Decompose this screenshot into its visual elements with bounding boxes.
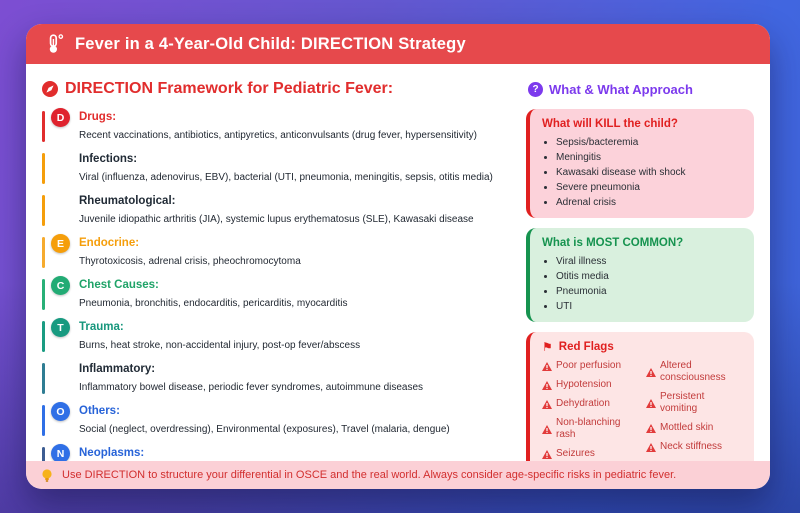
infographic-card: Fever in a 4-Year-Old Child: DIRECTION S…	[26, 24, 770, 489]
red-flags-grid: Poor perfusion Hypotension Dehydration N…	[542, 360, 742, 464]
warning-icon	[646, 398, 656, 408]
list-item: Adrenal crisis	[556, 195, 742, 210]
framework-item-rheumatological: Rheumatological: Juvenile idiopathic art…	[42, 194, 506, 227]
list-item: Sepsis/bacteremia	[556, 135, 742, 150]
list-item: Meningitis	[556, 150, 742, 165]
item-accent-bar	[42, 321, 45, 352]
warning-icon	[646, 367, 656, 377]
item-title: Drugs:	[79, 111, 117, 123]
warning-icon	[542, 399, 552, 409]
red-flag-item: Persistent vomiting	[646, 391, 742, 415]
approach-title: What & What Approach	[549, 82, 693, 97]
item-accent-bar	[42, 405, 45, 436]
item-description: Juvenile idiopathic arthritis (JIA), sys…	[79, 214, 474, 225]
item-letter-badge: E	[51, 234, 70, 253]
item-description: Thyrotoxicosis, adrenal crisis, pheochro…	[79, 256, 301, 267]
framework-item-chest: C Chest Causes: Pneumonia, bronchitis, e…	[42, 276, 506, 311]
list-item: Viral illness	[556, 254, 742, 269]
item-description: Recent vaccinations, antibiotics, antipy…	[79, 130, 477, 141]
warning-icon	[646, 423, 656, 433]
item-title: Infections:	[79, 153, 138, 165]
card-body: DIRECTION Framework for Pediatric Fever:…	[26, 64, 770, 489]
list-item: Otitis media	[556, 269, 742, 284]
red-flags-header: ⚑ Red Flags	[542, 341, 742, 353]
framework-item-trauma: T Trauma: Burns, heat stroke, non-accide…	[42, 318, 506, 353]
item-description: Burns, heat stroke, non-accidental injur…	[79, 340, 361, 351]
item-accent-bar	[42, 153, 45, 184]
warning-icon	[542, 361, 552, 371]
list-item: UTI	[556, 299, 742, 314]
framework-header: DIRECTION Framework for Pediatric Fever:	[42, 80, 506, 98]
red-flag-item: Mottled skin	[646, 422, 742, 434]
framework-title: DIRECTION Framework for Pediatric Fever:	[65, 80, 394, 97]
common-list: Viral illness Otitis media Pneumonia UTI	[542, 254, 742, 314]
item-title: Trauma:	[79, 321, 124, 333]
common-box-title: What is MOST COMMON?	[542, 237, 684, 249]
item-description: Pneumonia, bronchitis, endocarditis, per…	[79, 298, 348, 309]
item-accent-bar	[42, 111, 45, 142]
item-letter-badge: N	[51, 444, 70, 463]
kill-list: Sepsis/bacteremia Meningitis Kawasaki di…	[542, 135, 742, 210]
item-letter-badge: O	[51, 402, 70, 421]
item-title: Inflammatory:	[79, 363, 156, 375]
warning-icon	[542, 449, 552, 459]
item-accent-bar	[42, 279, 45, 310]
list-item: Kawasaki disease with shock	[556, 165, 742, 180]
item-title: Chest Causes:	[79, 279, 159, 291]
page-title: Fever in a 4-Year-Old Child: DIRECTION S…	[75, 34, 466, 53]
red-flag-item: Hypotension	[542, 379, 638, 391]
footer-tip-text: Use DIRECTION to structure your differen…	[62, 469, 677, 481]
lightbulb-icon	[42, 468, 52, 482]
list-item: Pneumonia	[556, 284, 742, 299]
item-accent-bar	[42, 195, 45, 226]
flag-icon: ⚑	[542, 340, 553, 354]
framework-item-inflammatory: Inflammatory: Inflammatory bowel disease…	[42, 362, 506, 395]
red-flag-item: Poor perfusion	[542, 360, 638, 372]
framework-item-drugs: D Drugs: Recent vaccinations, antibiotic…	[42, 108, 506, 143]
item-letter-badge: D	[51, 108, 70, 127]
framework-item-others: O Others: Social (neglect, overdressing)…	[42, 402, 506, 437]
item-title: Endocrine:	[79, 237, 140, 249]
framework-column: DIRECTION Framework for Pediatric Fever:…	[42, 78, 506, 478]
item-title: Others:	[79, 405, 120, 417]
item-description: Social (neglect, overdressing), Environm…	[79, 424, 450, 435]
question-icon	[528, 82, 543, 97]
common-box: What is MOST COMMON? Viral illness Otiti…	[526, 228, 754, 322]
red-flag-item: Neck stiffness	[646, 441, 742, 453]
warning-icon	[646, 442, 656, 452]
warning-icon	[542, 424, 552, 434]
item-description: Viral (influenza, adenovirus, EBV), bact…	[79, 172, 493, 183]
item-accent-bar	[42, 237, 45, 268]
warning-icon	[542, 380, 552, 390]
kill-box-title: What will KILL the child?	[542, 118, 678, 130]
item-accent-bar	[42, 363, 45, 394]
item-letter-badge: T	[51, 318, 70, 337]
approach-column: What & What Approach What will KILL the …	[526, 78, 754, 489]
item-title: Rheumatological:	[79, 195, 176, 207]
red-flag-item: Dehydration	[542, 398, 638, 410]
item-title: Neoplasms:	[79, 447, 145, 459]
kill-box: What will KILL the child? Sepsis/bactere…	[526, 109, 754, 218]
red-flags-title: Red Flags	[558, 341, 614, 353]
item-letter-badge: C	[51, 276, 70, 295]
framework-item-infections: Infections: Viral (influenza, adenovirus…	[42, 152, 506, 185]
red-flag-item: Seizures	[542, 448, 638, 460]
framework-item-endocrine: E Endocrine: Thyrotoxicosis, adrenal cri…	[42, 234, 506, 269]
red-flag-item: Non-blanching rash	[542, 417, 638, 441]
thermometer-icon	[49, 34, 64, 53]
red-flags-box: ⚑ Red Flags Poor perfusion Hypotension D…	[526, 332, 754, 472]
compass-icon	[42, 81, 58, 97]
footer-tip-bar: Use DIRECTION to structure your differen…	[26, 461, 770, 489]
list-item: Severe pneumonia	[556, 180, 742, 195]
approach-header: What & What Approach	[528, 82, 754, 97]
item-description: Inflammatory bowel disease, periodic fev…	[79, 382, 424, 393]
red-flag-item: Altered consciousness	[646, 360, 742, 384]
card-header: Fever in a 4-Year-Old Child: DIRECTION S…	[26, 24, 770, 64]
